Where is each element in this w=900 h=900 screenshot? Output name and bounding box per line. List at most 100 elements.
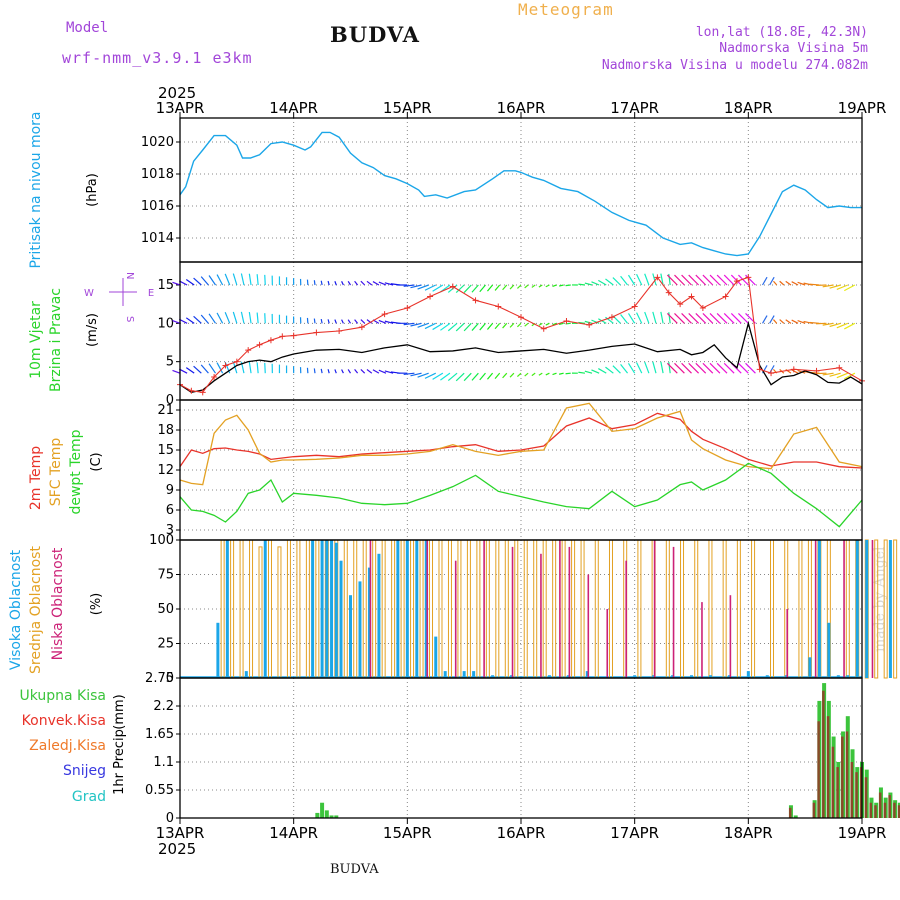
gust-marker xyxy=(518,314,524,321)
mid-cloud-bar xyxy=(476,539,481,679)
wind-arrow xyxy=(791,281,799,286)
high-cloud-bar xyxy=(865,540,869,678)
wind-axis-subtitle: Brzina i Pravac xyxy=(48,288,64,392)
precip-total-bar xyxy=(324,810,329,818)
low-cloud-bar xyxy=(483,540,485,678)
wind-arrow xyxy=(822,322,834,326)
wind-arrow xyxy=(716,362,728,374)
wind-arrow xyxy=(627,362,636,374)
wind-arrow xyxy=(620,314,629,324)
mid-cloud-bar xyxy=(391,539,396,679)
y-tick-label: 1018 xyxy=(141,167,174,182)
precip-legend-4: Grad xyxy=(72,789,106,805)
wind-arrow xyxy=(524,284,529,289)
high-cloud-bar xyxy=(491,675,495,678)
mid-cloud-bar xyxy=(249,539,254,679)
mid-cloud-bar xyxy=(296,539,301,679)
mid-cloud-bar xyxy=(381,539,386,679)
wind-arrow xyxy=(773,319,778,324)
high-cloud-bar xyxy=(671,675,675,678)
wind-arrow xyxy=(256,312,259,324)
wind-arrow xyxy=(844,284,856,292)
wind-arrow xyxy=(509,284,515,290)
wind-arrow xyxy=(463,284,472,293)
wind-arrow xyxy=(652,311,657,324)
x-tick-label-bottom: 16APR xyxy=(497,824,546,842)
wind-arrow xyxy=(502,322,508,329)
x-tick-label-bottom: 15APR xyxy=(383,824,432,842)
high-cloud-bar xyxy=(325,540,329,678)
gust-marker xyxy=(404,305,411,311)
gust-marker xyxy=(540,325,547,332)
wind-arrow xyxy=(723,362,735,374)
wind-arrow xyxy=(424,322,437,330)
wind-arrow xyxy=(494,372,501,379)
high-cloud-bar xyxy=(888,540,892,678)
wind-arrow xyxy=(320,318,323,324)
wind-arrow xyxy=(417,372,429,378)
y-tick-label: 2.2 xyxy=(153,699,174,714)
wind-arrow xyxy=(486,322,494,330)
gust-marker xyxy=(768,370,775,377)
wind-arrow xyxy=(558,322,564,325)
wind-arrow xyxy=(232,311,238,324)
wind-arrow xyxy=(709,274,721,286)
y-tick-label: 50 xyxy=(157,602,174,617)
y-tick-label: 15 xyxy=(157,278,174,293)
precip-conv-bar xyxy=(869,802,872,818)
wind-arrow xyxy=(334,369,337,374)
mid-cloud-bar xyxy=(708,539,713,679)
wind-arrow xyxy=(681,274,692,286)
mid-cloud-bar xyxy=(258,546,263,679)
high-cloud-bar xyxy=(434,636,438,678)
mid-cloud-bar xyxy=(277,546,282,679)
wind-arrow xyxy=(334,319,337,324)
wind-arrow xyxy=(762,276,768,286)
x-tick-label-top: 19APR xyxy=(838,99,887,117)
wind-arrow xyxy=(836,372,849,379)
mid-cloud-label: Srednja Oblacnost xyxy=(28,546,44,674)
wind-arrow xyxy=(652,361,657,374)
wind-arrow xyxy=(730,274,742,286)
y-tick-label: 2.75 xyxy=(145,671,174,686)
wind-arrow xyxy=(410,372,422,377)
wind-arrow xyxy=(447,322,458,332)
wind-arrow xyxy=(769,365,775,374)
wind-arrow xyxy=(471,284,479,293)
wind-arrow xyxy=(432,322,444,331)
wind-arrow xyxy=(773,280,778,286)
high-cloud-bar xyxy=(652,675,656,678)
lonlat-label: lon,lat (18.8E, 42.3N) xyxy=(695,25,868,40)
x-tick-label-bottom: 14APR xyxy=(269,824,318,842)
low-cloud-bar xyxy=(559,540,561,678)
x-tick-label-bottom: 17APR xyxy=(610,824,659,842)
y-tick-label: 1.1 xyxy=(153,755,174,770)
y-tick-label: 1014 xyxy=(141,231,174,246)
wind-arrow xyxy=(432,284,444,292)
mid-cloud-bar xyxy=(893,539,898,679)
wind-arrow xyxy=(248,273,252,286)
high-cloud-bar xyxy=(334,542,338,678)
gust-marker xyxy=(699,305,706,311)
mid-cloud-bar xyxy=(608,539,613,679)
gust-marker xyxy=(188,387,195,394)
wind-arrow xyxy=(644,311,650,324)
high-cloud-bar xyxy=(377,553,381,678)
meteogram-label: Meteogram xyxy=(518,0,614,19)
precip-conv-bar xyxy=(831,746,835,818)
wind-arrow xyxy=(695,274,707,286)
precip-conv-bar xyxy=(888,795,891,818)
wind-arrow xyxy=(779,319,785,324)
wind-arrow xyxy=(455,284,465,294)
gust-marker xyxy=(733,278,740,285)
wind-gust-line xyxy=(179,276,863,393)
wind-arrow xyxy=(354,280,359,286)
low-cloud-bar xyxy=(454,560,457,678)
low-cloud-bar xyxy=(653,540,656,678)
precip-conv-bar xyxy=(878,792,882,818)
wind-arrow xyxy=(432,372,444,380)
y-tick-label: 1020 xyxy=(141,135,174,150)
low-cloud-label: Niska Oblacnost xyxy=(50,547,66,660)
gust-marker xyxy=(472,297,479,304)
wind-arrow xyxy=(531,284,536,288)
